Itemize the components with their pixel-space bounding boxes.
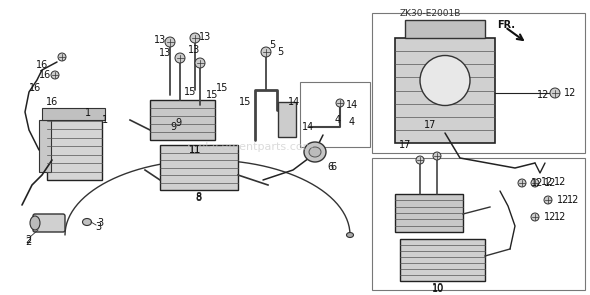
- Text: 15: 15: [239, 97, 251, 107]
- Text: 13: 13: [199, 32, 211, 42]
- Bar: [395, 194, 463, 232]
- Text: 4: 4: [335, 115, 341, 125]
- Text: 16: 16: [36, 60, 48, 70]
- Text: ZK30-E2001B: ZK30-E2001B: [399, 9, 461, 17]
- Circle shape: [261, 47, 271, 57]
- Ellipse shape: [346, 232, 353, 237]
- Circle shape: [550, 88, 560, 98]
- Text: 14: 14: [346, 100, 358, 110]
- Circle shape: [544, 196, 552, 204]
- Text: 15: 15: [206, 90, 218, 100]
- Bar: [39, 120, 51, 172]
- Text: 6: 6: [330, 162, 336, 172]
- Ellipse shape: [30, 216, 40, 230]
- Circle shape: [195, 58, 205, 68]
- Text: 12: 12: [554, 177, 566, 187]
- Text: 2: 2: [25, 235, 31, 245]
- Circle shape: [165, 37, 175, 47]
- Text: 10: 10: [432, 283, 444, 293]
- Text: 12: 12: [557, 195, 569, 205]
- Text: 3: 3: [97, 218, 103, 228]
- Text: 12: 12: [554, 212, 566, 222]
- Text: 2: 2: [25, 237, 31, 247]
- Text: 12: 12: [537, 90, 549, 100]
- Text: 1: 1: [102, 115, 108, 125]
- Text: 1: 1: [85, 108, 91, 118]
- Text: 13: 13: [154, 35, 166, 45]
- Bar: [42, 108, 105, 120]
- Circle shape: [531, 179, 539, 187]
- Bar: [278, 102, 296, 137]
- Text: 13: 13: [188, 45, 200, 55]
- Circle shape: [190, 33, 200, 43]
- Text: 5: 5: [269, 40, 275, 50]
- Circle shape: [518, 179, 526, 187]
- Text: 12: 12: [541, 177, 553, 187]
- Bar: [400, 239, 485, 281]
- Bar: [372, 13, 585, 153]
- Ellipse shape: [304, 142, 326, 162]
- Text: 16: 16: [29, 83, 41, 93]
- Circle shape: [175, 53, 185, 63]
- Ellipse shape: [83, 219, 91, 225]
- Text: 3: 3: [95, 222, 101, 232]
- Text: 10: 10: [432, 284, 444, 294]
- Text: 14: 14: [288, 97, 300, 107]
- Text: 17: 17: [424, 120, 436, 130]
- Text: 15: 15: [184, 87, 196, 97]
- Circle shape: [336, 99, 344, 107]
- Text: 9: 9: [170, 122, 176, 132]
- Bar: [372, 158, 585, 290]
- Text: 8: 8: [195, 192, 201, 202]
- Bar: [405, 20, 485, 38]
- Text: 13: 13: [159, 48, 171, 58]
- Text: 15: 15: [216, 83, 228, 93]
- Bar: [160, 145, 238, 190]
- Text: 11: 11: [189, 145, 201, 155]
- Ellipse shape: [309, 147, 321, 157]
- FancyBboxPatch shape: [33, 214, 65, 232]
- Circle shape: [58, 53, 66, 61]
- Text: 17: 17: [399, 140, 411, 150]
- Circle shape: [531, 213, 539, 221]
- Text: 9: 9: [175, 118, 181, 128]
- Text: 12: 12: [567, 195, 579, 205]
- Text: 16: 16: [46, 97, 58, 107]
- Text: 12: 12: [531, 178, 543, 188]
- Text: FR.: FR.: [497, 20, 515, 30]
- Text: 12: 12: [544, 178, 556, 188]
- Text: 12: 12: [564, 88, 576, 98]
- Circle shape: [420, 55, 470, 106]
- Text: 14: 14: [302, 122, 314, 132]
- Circle shape: [416, 156, 424, 164]
- Text: 16: 16: [39, 70, 51, 80]
- Circle shape: [51, 71, 59, 79]
- Bar: [395, 38, 495, 143]
- Text: 5: 5: [277, 47, 283, 57]
- Circle shape: [433, 152, 441, 160]
- Text: replacementparts.com: replacementparts.com: [187, 142, 313, 152]
- Bar: [150, 100, 215, 140]
- Bar: [47, 112, 102, 180]
- Text: 12: 12: [544, 212, 556, 222]
- Text: 6: 6: [327, 162, 333, 172]
- Text: 4: 4: [349, 117, 355, 127]
- Text: 8: 8: [195, 193, 201, 203]
- Bar: [300, 82, 370, 147]
- Text: 11: 11: [189, 145, 201, 155]
